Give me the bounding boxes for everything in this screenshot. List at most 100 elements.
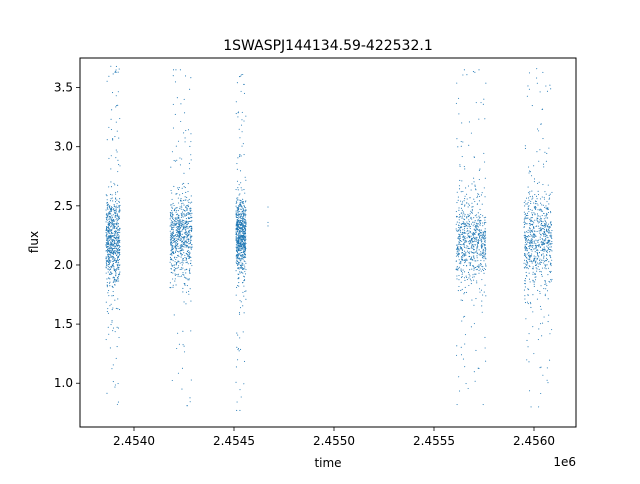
data-point [527,238,529,241]
data-point [461,217,463,219]
data-point [242,305,244,307]
data-point [175,263,178,265]
data-point [238,248,240,250]
data-point [531,253,533,255]
data-point [456,266,458,268]
data-point [524,253,526,255]
data-point [236,168,238,170]
data-point [109,226,112,228]
data-point [485,216,487,218]
data-point [188,221,190,223]
data-point [182,287,184,289]
data-point [530,249,532,251]
data-point [466,230,468,232]
data-point [235,212,237,214]
data-point [183,204,185,206]
data-point [544,151,546,153]
data-point [544,295,546,297]
data-point [240,217,242,219]
data-point [240,230,242,232]
data-point [551,242,553,245]
data-point [185,220,187,222]
data-point [118,280,120,282]
data-point [179,224,181,226]
data-point [110,65,112,67]
data-point [531,212,533,214]
data-point [541,259,543,261]
data-point [238,228,240,231]
data-point [106,260,109,262]
data-point [524,236,526,238]
data-point [545,268,547,270]
data-point [478,169,480,171]
data-point [544,249,546,251]
data-point [181,262,183,264]
data-point [475,269,477,271]
data-point [108,264,110,266]
data-point [527,186,529,188]
data-point [477,219,479,221]
data-point [236,216,238,218]
data-point [241,111,243,113]
data-point [532,281,534,283]
data-point [115,239,118,241]
data-point [111,243,113,245]
data-point [116,326,118,328]
data-point [185,258,187,260]
data-point [461,256,463,258]
data-point [523,254,525,256]
data-point [115,197,117,199]
data-point [544,280,546,282]
data-point [471,299,473,301]
data-point [463,242,465,244]
data-point [533,212,535,214]
data-point [114,299,116,301]
data-point [238,254,240,256]
data-point [479,221,481,224]
data-point [460,226,462,228]
data-point [184,241,186,243]
data-point [108,75,110,77]
data-point [539,232,541,234]
data-point [538,181,540,183]
data-point [186,236,188,238]
data-point [535,264,537,266]
data-point [116,227,118,229]
data-point [461,122,463,124]
data-point [529,196,531,198]
data-point [188,243,190,245]
data-point [545,85,547,87]
data-point [456,202,458,204]
data-point [106,219,108,221]
data-point [108,261,110,263]
data-point [244,249,246,251]
data-point [524,223,526,226]
data-point [241,282,244,284]
data-point [174,220,176,222]
data-point [111,249,114,251]
data-point [537,254,539,257]
data-point [458,113,460,115]
data-point [530,200,532,202]
data-point [190,212,192,214]
data-point [118,262,120,264]
data-point [185,231,187,233]
data-point [115,357,117,359]
data-point [109,247,111,249]
data-point [106,243,108,245]
data-point [525,237,528,240]
data-point [111,206,113,209]
data-point [238,227,240,229]
data-point [117,223,120,225]
data-point [240,182,242,184]
data-point [479,234,481,236]
data-point [185,213,188,215]
data-point [550,88,552,90]
data-point [545,288,547,290]
data-point [468,221,470,223]
data-point [243,120,245,122]
data-point [461,320,463,322]
data-point [539,271,541,273]
data-point [190,242,192,244]
data-point [240,243,242,245]
